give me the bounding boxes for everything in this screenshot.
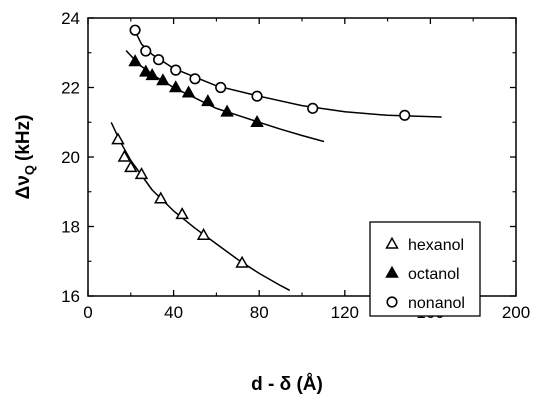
circle-marker [170, 64, 182, 76]
circle-marker [307, 102, 319, 114]
y-tick-label: 22 [61, 79, 80, 98]
y-axis-label-sub: Q [22, 165, 37, 175]
axis-labels: d - δ (Å) ΔνQ (kHz) [13, 115, 323, 395]
y-axis-label-unit: (kHz) [13, 115, 34, 161]
y-tick-label: 16 [61, 287, 80, 306]
filled-triangle-marker [181, 85, 196, 98]
filled-triangle-marker [250, 114, 264, 128]
legend-item-octanol: octanol [385, 265, 460, 283]
circle-marker [215, 81, 227, 94]
open-triangle-marker [111, 132, 125, 145]
legend-item-nonanol: nonanol [386, 295, 465, 312]
circle-marker [386, 296, 398, 308]
filled-triangle-marker [128, 54, 142, 67]
legend: hexanol octanol nonanol [369, 221, 481, 317]
open-triangle-marker [117, 149, 132, 162]
x-tick-label: 200 [502, 303, 530, 322]
series-hexanol [111, 132, 249, 268]
circle-marker [251, 90, 263, 102]
circle-marker [153, 54, 165, 66]
x-tick-label: 120 [331, 303, 359, 322]
filled-triangle-marker [385, 265, 399, 278]
filled-triangle-marker [201, 94, 215, 107]
filled-triangle-marker [168, 80, 183, 93]
open-triangle-marker [385, 236, 399, 249]
legend-label: hexanol [408, 237, 464, 254]
series-nonanol [129, 24, 411, 121]
open-triangle-marker [134, 167, 149, 180]
legend-label: octanol [408, 266, 460, 283]
open-triangle-marker [175, 207, 189, 220]
data-points [111, 24, 411, 268]
legend-item-hexanol: hexanol [385, 236, 464, 254]
x-tick-label: 40 [164, 303, 183, 322]
y-tick-label: 20 [61, 148, 80, 167]
filled-triangle-marker [220, 104, 234, 117]
open-triangle-marker [154, 191, 168, 204]
open-triangle-marker [235, 255, 249, 268]
circle-marker [189, 73, 201, 85]
fit-line-hexanol [110, 122, 290, 291]
series-octanol [128, 54, 264, 128]
x-tick-label: 80 [250, 303, 269, 322]
filled-triangle-marker [139, 64, 153, 77]
x-axis-label: d - δ (Å) [251, 374, 323, 395]
filled-triangle-marker [145, 68, 159, 81]
y-axis-label-main: Δν [13, 175, 34, 199]
x-tick-label: 0 [83, 303, 92, 322]
y-tick-label: 24 [61, 9, 80, 28]
circle-marker [399, 109, 411, 121]
circle-marker [140, 45, 152, 57]
open-triangle-marker [124, 160, 138, 173]
y-tick-label: 18 [61, 218, 80, 237]
filled-triangle-marker [156, 73, 170, 86]
circle-marker [129, 24, 141, 36]
open-triangle-marker [196, 227, 211, 240]
legend-label: nonanol [408, 295, 465, 312]
y-axis-label: ΔνQ (kHz) [13, 115, 37, 200]
